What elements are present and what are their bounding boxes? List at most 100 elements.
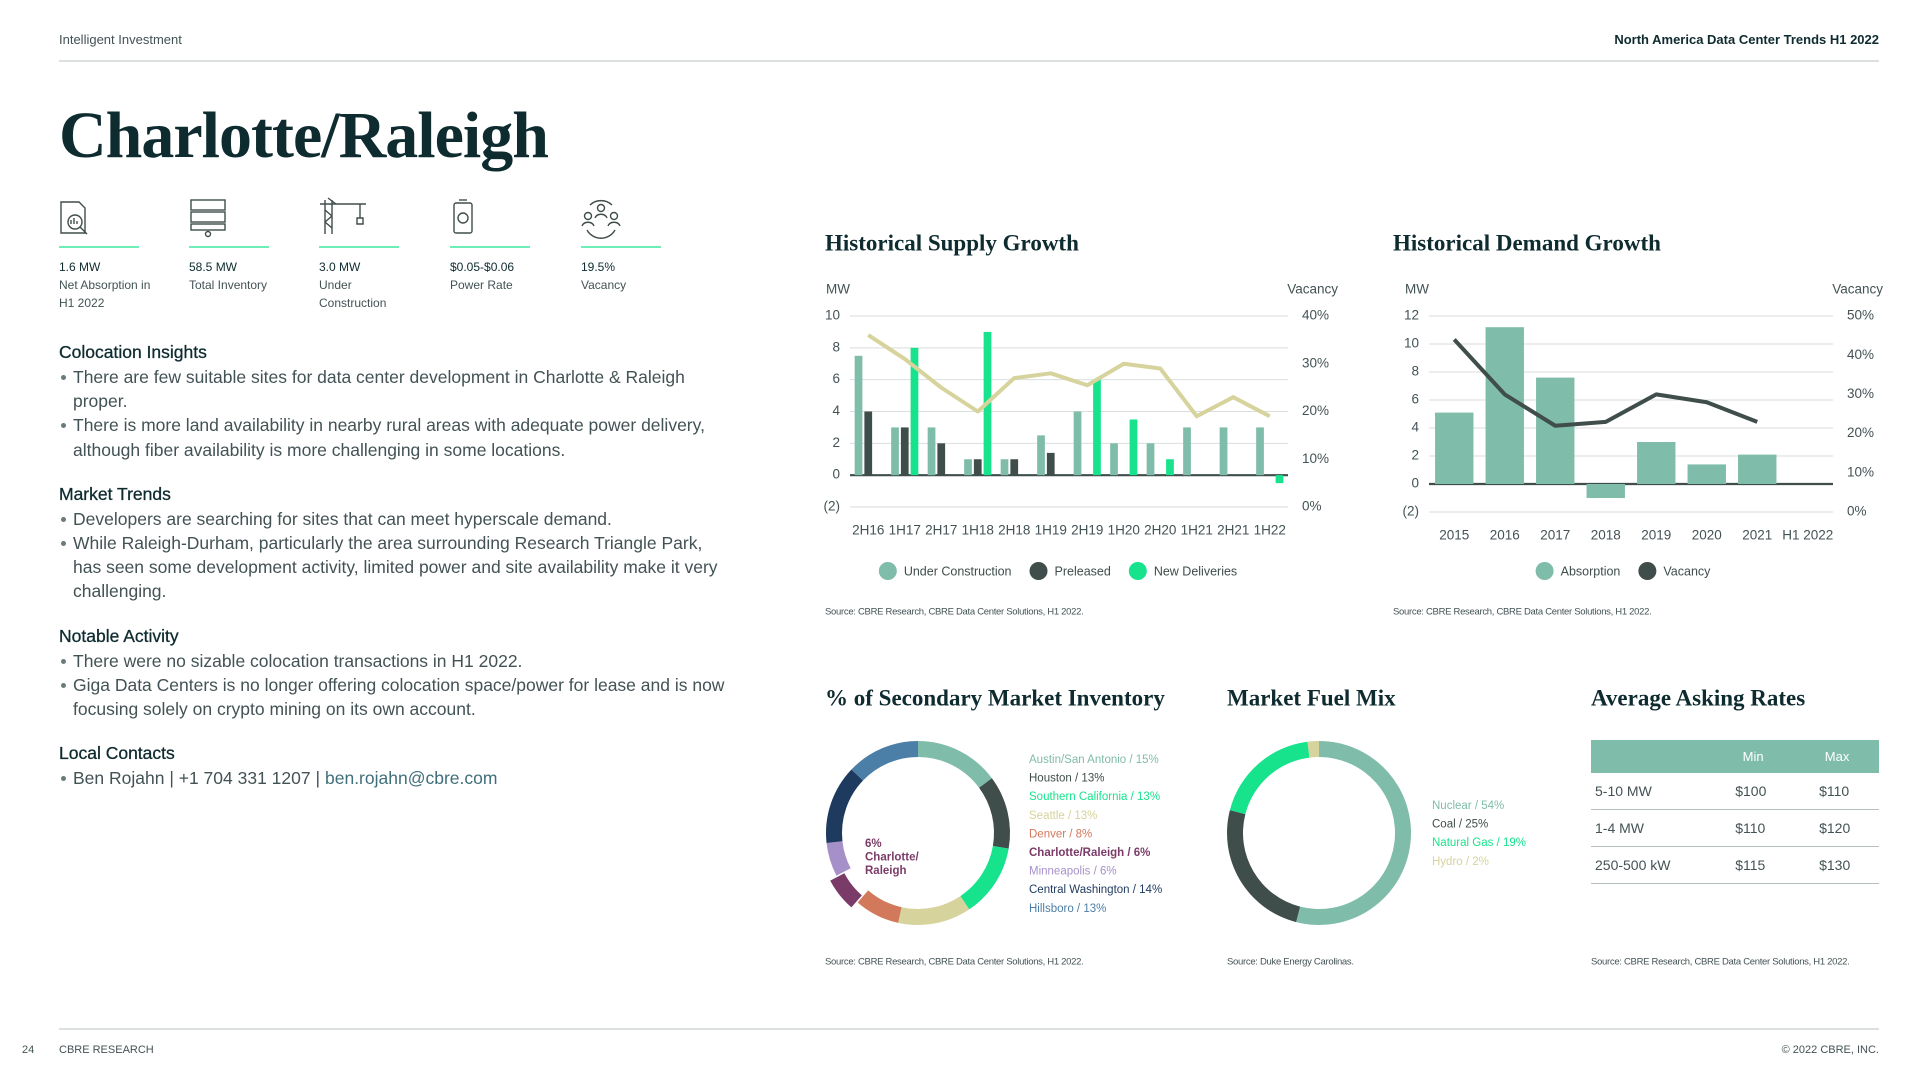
source: Source: Duke Energy Carolinas. — [1227, 957, 1354, 968]
chart: Market Fuel Mix Nuclear / 54% Coal / 25% Na… — [1227, 685, 1526, 968]
table-cell: 5-10 MW — [1591, 773, 1712, 810]
pie-slice — [851, 741, 918, 781]
y-tick-label: 4 — [1411, 420, 1419, 435]
bar — [864, 411, 873, 476]
y2-tick-label: 0% — [1302, 499, 1322, 514]
bullet: There are few suitable sites for data ce… — [61, 365, 731, 413]
section-heading: Notable Activity — [59, 625, 179, 646]
y2-tick-label: 10% — [1847, 464, 1874, 479]
legend-swatch — [878, 562, 897, 580]
y2-tick-label: 30% — [1847, 386, 1874, 401]
y-tick-label: 8 — [832, 339, 840, 354]
bar — [1000, 459, 1009, 476]
stat-label: Vacancy — [581, 278, 627, 292]
y-tick-label: 2 — [1411, 448, 1419, 463]
legend-swatch — [1029, 562, 1048, 580]
x-tick-label: 1H21 — [1181, 523, 1213, 538]
bar — [1738, 454, 1777, 484]
page-number: 24 — [22, 1044, 35, 1056]
bar — [1037, 435, 1045, 476]
legend-label: Vacancy — [1663, 564, 1711, 578]
bar — [937, 443, 946, 476]
stat-label: Total Inventory — [189, 278, 268, 292]
bar — [1010, 459, 1019, 476]
legend-label: Austin/San Antonio / 15% — [1029, 754, 1159, 766]
y-axis-label: MW — [826, 282, 850, 297]
footer-right: © 2022 CBRE, INC. — [1781, 1044, 1879, 1056]
bar — [1687, 464, 1726, 484]
icon-inventory — [190, 199, 226, 238]
pie-slice — [960, 845, 1009, 910]
bar — [1166, 459, 1174, 476]
bullet: Giga Data Centers is no longer offering … — [61, 673, 731, 721]
pie-slice — [857, 890, 902, 923]
stat-value: 1.6 MW — [59, 260, 101, 274]
y2-tick-label: 20% — [1302, 403, 1329, 418]
stat-value: 3.0 MW — [319, 260, 361, 274]
bar — [1485, 327, 1524, 484]
legend-label: Hillsboro / 13% — [1029, 903, 1106, 915]
bar — [927, 427, 936, 476]
chart: Historical Supply Growth MW Vacancy (2) 0 2 4 6… — [824, 230, 1339, 617]
table-cell: $110 — [1711, 809, 1796, 847]
table: Min Max 5-10 MW $100 $110 1-4 MW $110 $120 250-5… — [1591, 740, 1879, 884]
table-cell: 250-500 kW — [1591, 846, 1712, 884]
legend-label: Hydro / 2% — [1432, 856, 1489, 868]
bar — [891, 427, 899, 476]
table-header: Min Max — [1591, 740, 1879, 773]
stat-label: Under Construction — [319, 278, 387, 310]
y-axis-label: MW — [1405, 282, 1429, 297]
y-tick-label: 2 — [832, 435, 840, 450]
body-text: Colocation Insights There are few suitabl… — [59, 342, 731, 812]
x-tick-label: 1H22 — [1254, 523, 1286, 538]
bar — [1129, 419, 1138, 476]
bullet: There is more land availability in nearb… — [61, 413, 731, 461]
x-tick-label: 2015 — [1439, 528, 1469, 543]
legend-label: Seattle / 13% — [1029, 810, 1097, 822]
contact-email[interactable]: ben.rojahn@cbre.com — [325, 768, 498, 789]
source: Source: CBRE Research, CBRE Data Center … — [1591, 957, 1849, 968]
y-tick-label: 6 — [1411, 392, 1419, 407]
pie-slice — [898, 896, 970, 925]
center-label: Charlotte/ — [865, 852, 919, 864]
bullet: While Raleigh-Durham, particularly the a… — [61, 531, 731, 604]
table-cell: $100 — [1711, 773, 1796, 810]
header-cell — [1591, 740, 1712, 773]
x-tick-label: 2H21 — [1217, 523, 1249, 538]
x-tick-label: 2020 — [1692, 528, 1722, 543]
icon-construction — [320, 197, 366, 234]
bar — [910, 347, 919, 476]
legend-label: Central Washington / 14% — [1029, 884, 1162, 896]
stat-label: Net Absorption in H1 2022 — [59, 278, 151, 310]
stat-icons — [60, 197, 621, 239]
y2-tick-label: 50% — [1847, 308, 1874, 323]
y-tick-label: (2) — [824, 499, 841, 514]
y-tick-label: 10 — [825, 308, 840, 323]
bar — [1435, 412, 1474, 484]
table-title: Average Asking Rates — [1591, 685, 1805, 710]
chart-title: Historical Supply Growth — [825, 230, 1079, 255]
footer-left: CBRE RESEARCH — [59, 1044, 154, 1056]
bar — [1256, 427, 1264, 476]
legend-label: New Deliveries — [1154, 564, 1237, 578]
bar — [1093, 379, 1101, 476]
stat: 1.6 MW Net Absorption in H1 2022 — [59, 258, 159, 312]
bar — [1110, 443, 1118, 476]
header-left: Intelligent Investment — [59, 32, 182, 47]
y-tick-label: (2) — [1403, 504, 1420, 519]
chart-title: Market Fuel Mix — [1227, 685, 1396, 710]
section-heading: Local Contacts — [59, 743, 175, 764]
stat: $0.05-$0.06 Power Rate — [450, 258, 550, 294]
bar — [1275, 475, 1284, 484]
stat: 19.5% Vacancy — [581, 258, 681, 294]
x-tick-label: 2H19 — [1071, 523, 1103, 538]
bar — [1637, 442, 1676, 484]
y2-tick-label: 0% — [1847, 504, 1867, 519]
stat-label: Power Rate — [450, 278, 513, 292]
y-tick-label: 8 — [1411, 364, 1419, 379]
page-title: Charlotte/Raleigh — [59, 99, 549, 172]
x-tick-label: 2018 — [1591, 528, 1621, 543]
x-tick-label: 1H19 — [1035, 523, 1067, 538]
